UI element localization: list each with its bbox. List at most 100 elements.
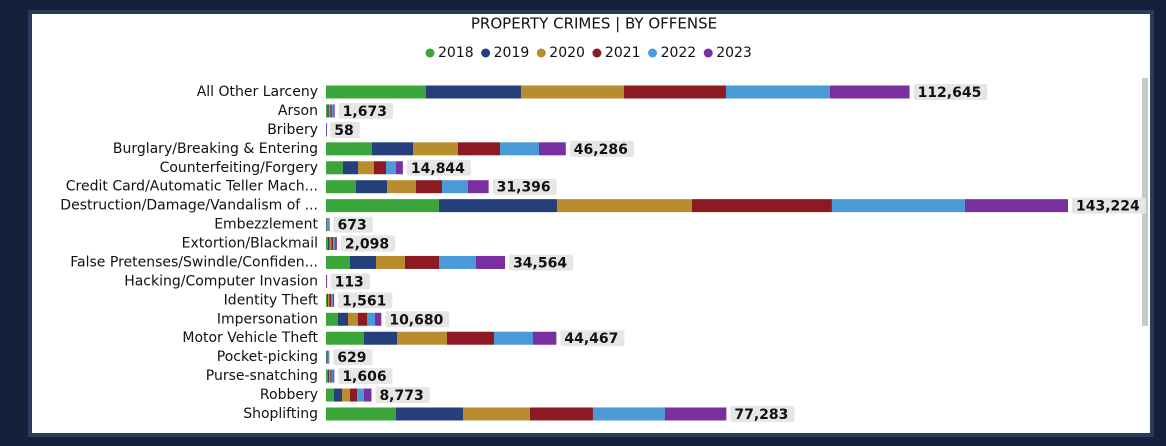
bar-segment bbox=[373, 161, 386, 175]
total-label-bg bbox=[913, 84, 988, 100]
bar-segment bbox=[357, 161, 374, 175]
bar-segment bbox=[538, 142, 566, 156]
total-label: 46,286 bbox=[574, 142, 628, 158]
total-label-bg bbox=[569, 140, 634, 157]
legend-label: 2019 bbox=[494, 45, 530, 61]
category-label: Shoplifting bbox=[243, 406, 318, 422]
bar-segment bbox=[664, 407, 727, 421]
bar-segment bbox=[493, 331, 533, 345]
bar-segment bbox=[327, 350, 329, 364]
total-label: 1,673 bbox=[343, 104, 387, 120]
bar-segment bbox=[831, 199, 965, 213]
bar-segment bbox=[385, 161, 396, 175]
legend-swatch bbox=[703, 48, 713, 58]
total-label: 143,224 bbox=[1076, 199, 1140, 215]
category-label: Extortion/Blackmail bbox=[182, 236, 318, 252]
legend-swatch bbox=[481, 48, 491, 58]
legend-label: 2023 bbox=[716, 45, 752, 61]
total-label-bg bbox=[560, 330, 625, 347]
bar-segment bbox=[327, 293, 330, 307]
bar-segment bbox=[347, 312, 358, 326]
bar-segment bbox=[374, 312, 382, 326]
bar-segment bbox=[475, 255, 506, 269]
total-label: 14,844 bbox=[411, 161, 465, 177]
bar-segment bbox=[331, 293, 333, 307]
total-label: 31,396 bbox=[497, 180, 551, 196]
bar-segment bbox=[386, 180, 416, 194]
bar-segment bbox=[333, 237, 336, 251]
bar-segment bbox=[326, 331, 364, 345]
bar-segment bbox=[326, 218, 328, 232]
bar-segment bbox=[415, 180, 442, 194]
bar-segment bbox=[327, 369, 330, 383]
bar-segment bbox=[592, 407, 665, 421]
bar-segment bbox=[328, 350, 329, 364]
bar-segment bbox=[375, 255, 405, 269]
bar-segment bbox=[438, 255, 476, 269]
bar-segment bbox=[327, 104, 329, 118]
bar-segment bbox=[355, 180, 387, 194]
total-label-bg bbox=[1072, 197, 1146, 214]
category-label: Identity Theft bbox=[224, 292, 319, 308]
bar-segment bbox=[326, 350, 328, 364]
total-label-bg bbox=[385, 311, 450, 328]
bar-segment bbox=[349, 255, 376, 269]
bar-segment bbox=[329, 293, 332, 307]
category-label: Purse-snatching bbox=[206, 368, 318, 384]
total-label: 1,606 bbox=[342, 369, 386, 385]
bar-segment bbox=[396, 331, 447, 345]
total-label-bg bbox=[333, 216, 373, 233]
bar-segment bbox=[326, 293, 327, 307]
bar-segment bbox=[330, 369, 332, 383]
total-label: 77,283 bbox=[734, 407, 788, 423]
total-label: 629 bbox=[337, 350, 366, 366]
bar-segment bbox=[357, 312, 367, 326]
bar-segment bbox=[356, 388, 364, 402]
bar-segment bbox=[328, 104, 331, 118]
bar-segment bbox=[725, 85, 830, 99]
bar-segment bbox=[342, 161, 358, 175]
total-label-bg bbox=[375, 387, 430, 404]
bar-segment bbox=[333, 388, 342, 402]
bar-segment bbox=[330, 104, 332, 118]
total-label-bg bbox=[730, 405, 795, 422]
bar-segment bbox=[366, 312, 375, 326]
category-label: Burglary/Breaking & Entering bbox=[113, 141, 318, 157]
bar-segment bbox=[326, 104, 328, 118]
category-label: Hacking/Computer Invasion bbox=[124, 273, 318, 289]
bar-segment bbox=[532, 331, 557, 345]
bar-segment bbox=[326, 142, 372, 156]
total-label-bg bbox=[333, 349, 373, 366]
bar-segment bbox=[438, 199, 557, 213]
total-label: 112,645 bbox=[918, 85, 982, 101]
legend-label: 2018 bbox=[438, 45, 474, 61]
bar-segment bbox=[329, 369, 331, 383]
bar-segment bbox=[326, 218, 327, 232]
bar-segment bbox=[331, 369, 334, 383]
category-label: Impersonation bbox=[217, 311, 318, 327]
legend-label: 2021 bbox=[605, 45, 641, 61]
total-label-bg bbox=[330, 273, 370, 290]
bar-segment bbox=[326, 123, 327, 137]
legend-swatch bbox=[592, 48, 602, 58]
bar-segment bbox=[328, 218, 330, 232]
bar-segment bbox=[371, 142, 413, 156]
bar-segment bbox=[326, 237, 328, 251]
legend-label: 2022 bbox=[661, 45, 697, 61]
bar-segment bbox=[425, 85, 521, 99]
bar-segment bbox=[326, 274, 328, 288]
bar-segment bbox=[326, 407, 396, 421]
bar-segment bbox=[328, 350, 330, 364]
bar-segment bbox=[331, 237, 334, 251]
total-label: 34,564 bbox=[513, 255, 567, 271]
bar-segment bbox=[326, 369, 328, 383]
bar-segment bbox=[499, 142, 539, 156]
bar-segment bbox=[441, 180, 468, 194]
category-label: Arson bbox=[278, 103, 318, 119]
bar-segment bbox=[556, 199, 692, 213]
bar-segment bbox=[467, 180, 489, 194]
bar-segment bbox=[326, 255, 350, 269]
bar-segment bbox=[623, 85, 726, 99]
bar-segment bbox=[326, 180, 356, 194]
